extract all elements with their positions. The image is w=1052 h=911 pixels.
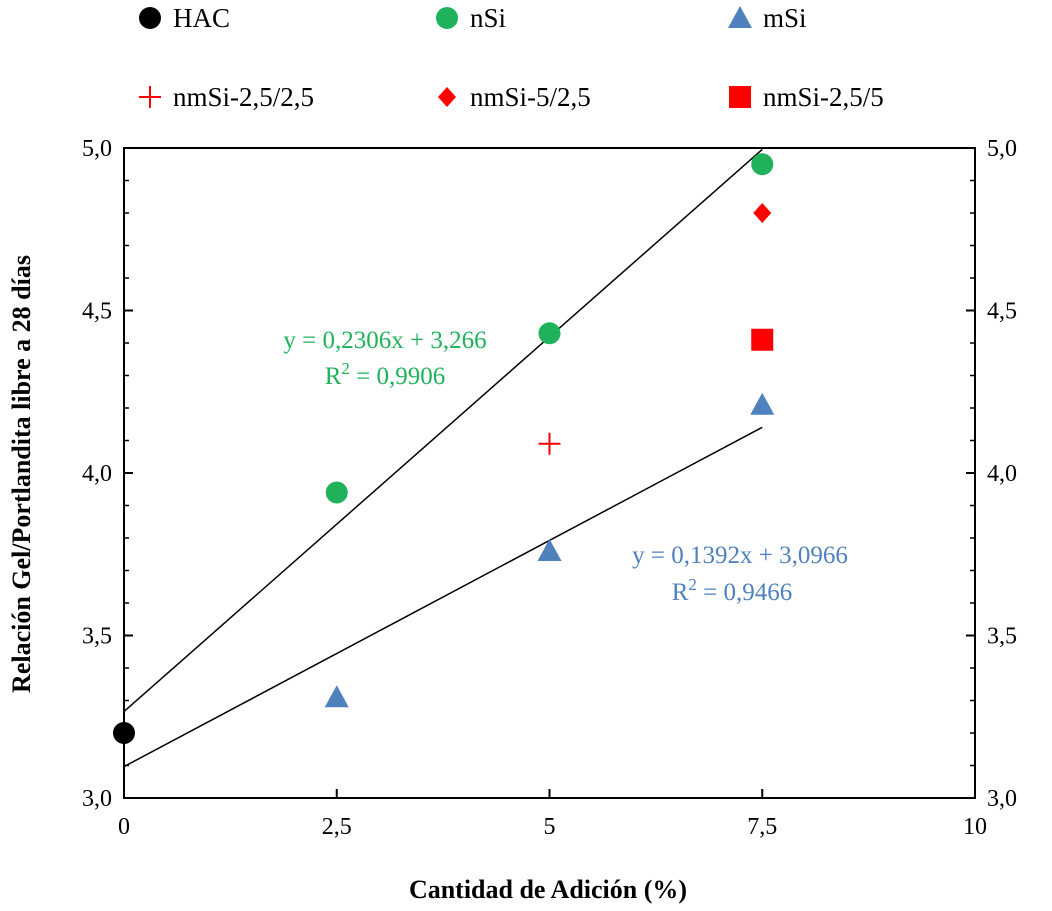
data-point-nmsi-5-2-5	[753, 203, 772, 223]
legend-label-nmsi-2-5-2-5: nmSi-2,5/2,5	[173, 82, 314, 112]
data-point-nmsi-2-5-2-5	[538, 432, 561, 455]
legend-label-nsi: nSi	[470, 3, 506, 33]
data-point-nsi	[751, 153, 774, 176]
x-tick-label: 10	[963, 814, 987, 840]
axes: 3,0 3,0 3,5 3,5 4,0 4,0 4,5 4,5 5,0 5,0 0 2,5 5 7,5 10	[82, 136, 1017, 840]
data-point-nmsi-2-5-5	[751, 328, 774, 351]
x-axis-title: Cantidad de Adición (%)	[409, 875, 687, 904]
x-tick-label: 5	[544, 814, 556, 840]
y-tick-label-left: 4,5	[82, 299, 112, 325]
x-tick-label: 2,5	[322, 814, 352, 840]
trendline-r2-msi: R2 = 0,9466	[672, 575, 793, 606]
y-tick-label-left: 3,5	[82, 624, 112, 650]
trendline-r2-nsi: R2 = 0,9906	[325, 359, 446, 390]
legend-marker-nmsi-2-5-2-5	[139, 86, 161, 108]
y-tick-label-right: 3,0	[987, 786, 1017, 812]
legend-marker-msi	[728, 6, 752, 28]
legend-marker-nmsi-2-5-5	[729, 86, 751, 108]
legend-marker-nsi	[436, 7, 458, 29]
legend-label-nmsi-2-5-5: nmSi-2,5/5	[763, 82, 884, 112]
data-point-msi	[324, 685, 349, 708]
y-tick-label-left: 5,0	[82, 136, 112, 162]
data-point-msi	[537, 539, 562, 561]
trendline-equation-nsi: y = 0,2306x + 3,266	[283, 327, 486, 354]
y-axis-title: Relación Gel/Portlandita libre a 28 días	[7, 255, 36, 693]
y-tick-label-left: 4,0	[82, 461, 112, 487]
y-tick-label-right: 4,5	[987, 299, 1017, 325]
x-tick-label: 0	[118, 814, 130, 840]
y-tick-label-left: 3,0	[82, 786, 112, 812]
plot-area: y = 0,2306x + 3,266 R2 = 0,9906 y = 0,1392…	[113, 148, 848, 768]
data-point-msi	[750, 392, 775, 415]
trendline-nsi	[123, 148, 763, 713]
y-tick-label-right: 5,0	[987, 136, 1017, 162]
y-tick-label-right: 3,5	[987, 624, 1017, 650]
trendline-equation-msi: y = 0,1392x + 3,0966	[632, 542, 848, 569]
legend-label-nmsi-5-2-5: nmSi-5/2,5	[470, 82, 591, 112]
legend-marker-nmsi-5-2-5	[438, 87, 456, 107]
legend-label-msi: mSi	[763, 3, 807, 33]
plot-frame	[123, 147, 976, 799]
data-point-nsi	[538, 322, 561, 345]
y-tick-label-right: 4,0	[987, 461, 1017, 487]
x-tick-label: 7,5	[747, 814, 777, 840]
legend: HAC nSi mSi nmSi-2,5/2,5 nmSi-5/2,5 nmSi-2,5/…	[139, 3, 884, 112]
trendline-msi	[123, 426, 763, 768]
data-point-nsi	[325, 481, 348, 504]
legend-marker-hac	[139, 7, 161, 29]
legend-label-hac: HAC	[173, 3, 230, 33]
